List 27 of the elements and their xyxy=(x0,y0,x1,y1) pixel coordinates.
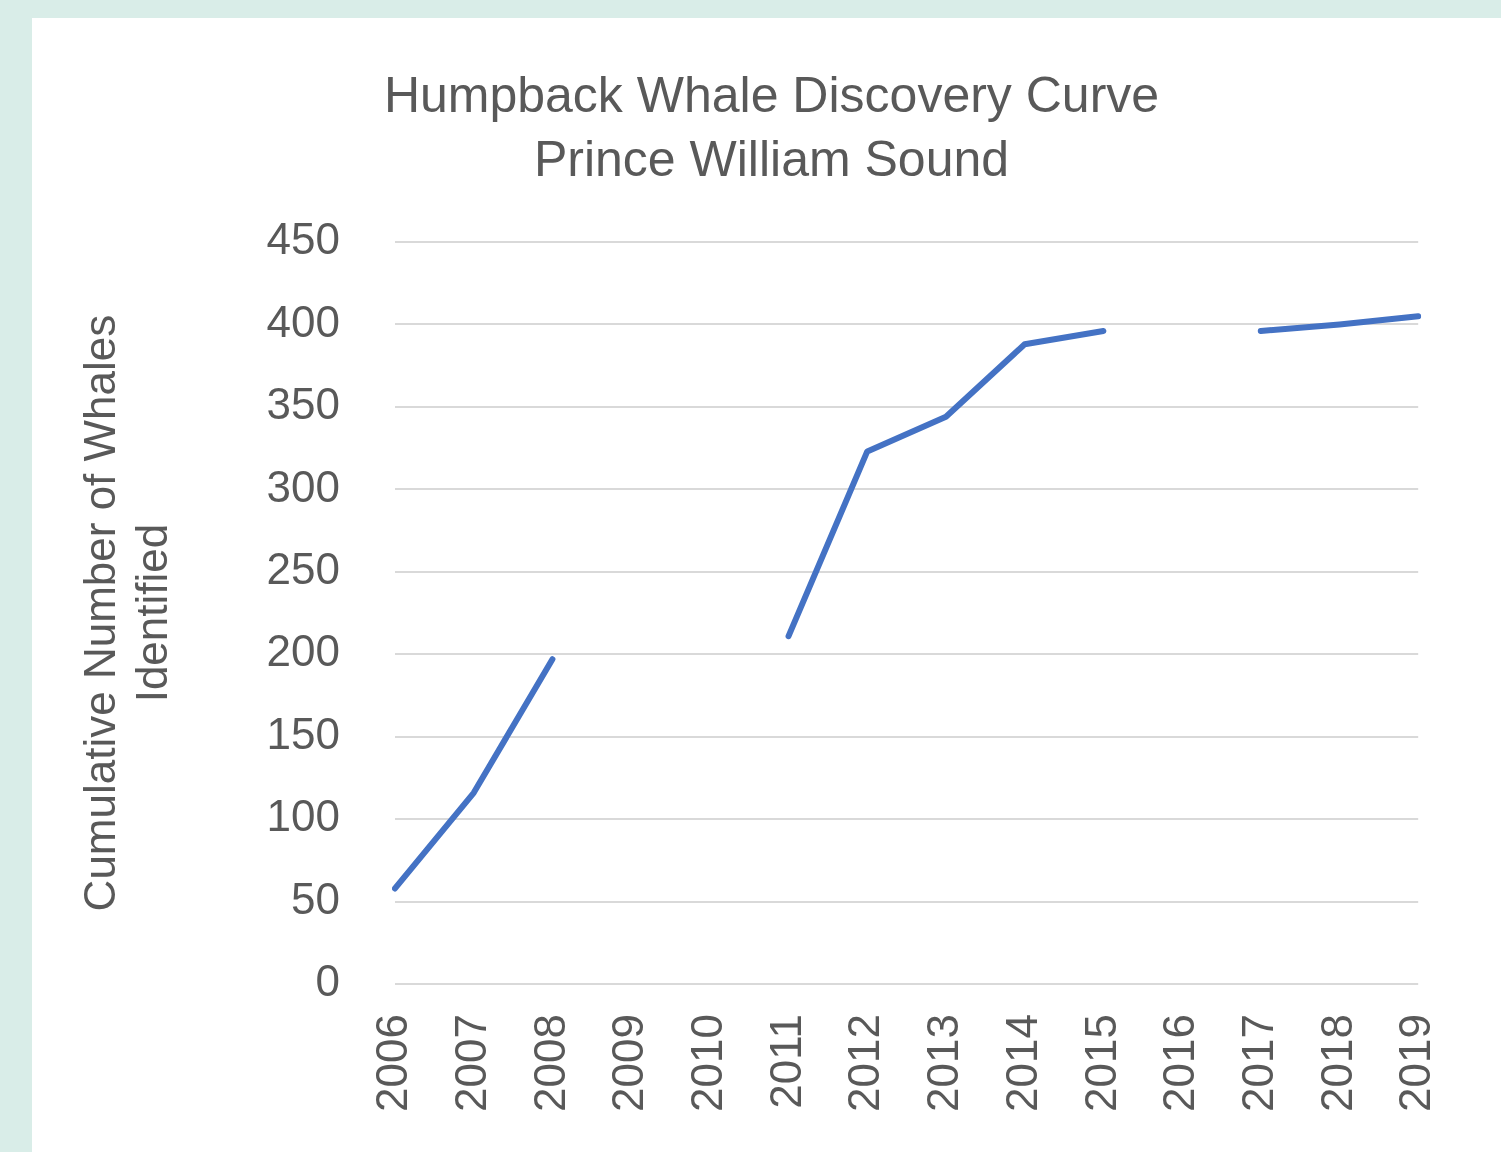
x-tick-label: 2014 xyxy=(996,1014,1046,1113)
y-axis-title: Cumulative Number of Whales Identified xyxy=(74,314,177,912)
x-tick-label: 2010 xyxy=(681,1014,731,1113)
y-tick-label: 250 xyxy=(266,543,341,593)
y-tick-label: 200 xyxy=(266,626,341,676)
x-tick-label: 2013 xyxy=(918,1014,968,1113)
x-tick-label: 2012 xyxy=(839,1014,889,1113)
y-tick-label: 400 xyxy=(266,296,341,346)
chart-title: Humpback Whale Discovery Curve xyxy=(383,66,1160,123)
x-tick-label: 2018 xyxy=(1311,1014,1361,1113)
y-tick-label: 100 xyxy=(266,791,341,841)
y-tick-label: 150 xyxy=(266,708,341,758)
y-tick-label: 0 xyxy=(315,956,341,1006)
y-tick-label: 300 xyxy=(266,461,341,511)
x-tick-label: 2007 xyxy=(445,1014,495,1113)
x-tick-label: 2006 xyxy=(367,1014,417,1113)
x-tick-label: 2009 xyxy=(603,1014,653,1113)
x-tick-label: 2011 xyxy=(760,1014,810,1109)
y-tick-label: 450 xyxy=(266,214,341,264)
y-tick-label: 350 xyxy=(266,379,341,429)
x-tick-label: 2008 xyxy=(524,1014,574,1113)
x-tick-label: 2019 xyxy=(1390,1014,1440,1113)
y-tick-label: 50 xyxy=(291,873,341,923)
x-tick-label: 2015 xyxy=(1075,1014,1125,1113)
x-tick-label: 2016 xyxy=(1154,1014,1204,1113)
chart-subtitle: Prince William Sound xyxy=(533,130,1010,187)
x-tick-label: 2017 xyxy=(1232,1014,1282,1113)
